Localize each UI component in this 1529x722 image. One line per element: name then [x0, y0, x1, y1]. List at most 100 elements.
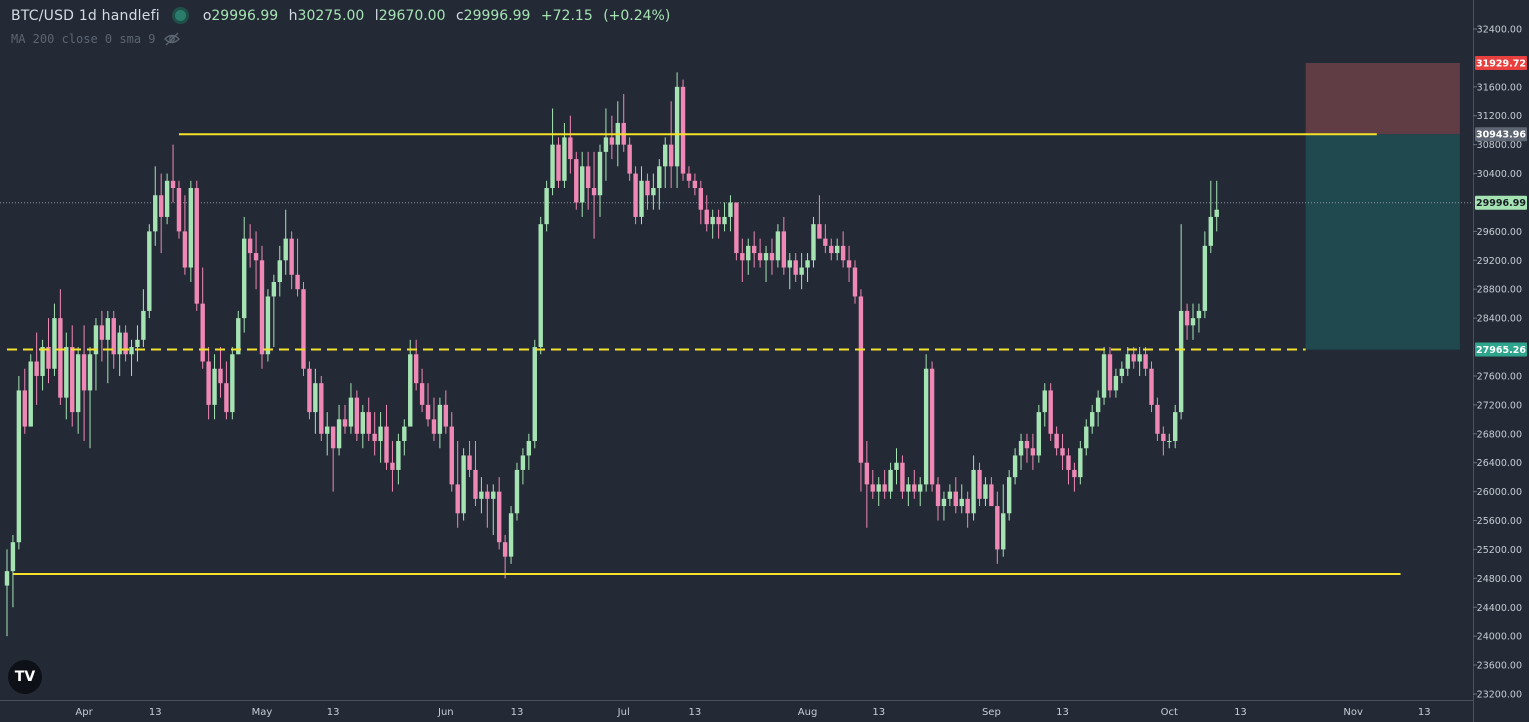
candle-body[interactable] — [1125, 354, 1130, 369]
candle-body[interactable] — [674, 86, 680, 167]
candle-body[interactable] — [1202, 245, 1208, 311]
candle-body[interactable] — [1048, 390, 1053, 434]
candle-body[interactable] — [1089, 412, 1095, 427]
candle-body[interactable] — [829, 245, 834, 254]
candle-body[interactable] — [929, 368, 935, 485]
candle-body[interactable] — [918, 484, 923, 492]
candle-body[interactable] — [817, 224, 822, 239]
candle-body[interactable] — [4, 571, 10, 586]
candle-body[interactable] — [58, 318, 63, 398]
candle-body[interactable] — [230, 354, 235, 413]
candle-body[interactable] — [574, 159, 579, 203]
candle-body[interactable] — [449, 426, 454, 485]
candle-body[interactable] — [1024, 441, 1030, 449]
candle-body[interactable] — [342, 419, 348, 427]
candle-body[interactable] — [763, 253, 769, 261]
candle-body[interactable] — [46, 347, 51, 369]
candle-body[interactable] — [479, 491, 484, 499]
profit-target-zone[interactable] — [1305, 134, 1460, 350]
candle-body[interactable] — [28, 361, 33, 427]
candle-body[interactable] — [259, 260, 265, 355]
candle-body[interactable] — [1173, 412, 1178, 442]
candle-body[interactable] — [1001, 513, 1006, 550]
tradingview-logo[interactable]: TV — [8, 660, 42, 694]
candle-body[interactable] — [1208, 216, 1213, 246]
candle-body[interactable] — [224, 383, 229, 413]
candle-body[interactable] — [1137, 354, 1142, 362]
candle-body[interactable] — [10, 542, 16, 572]
candle-body[interactable] — [1095, 397, 1101, 413]
candle-body[interactable] — [253, 253, 259, 261]
candle-body[interactable] — [663, 144, 668, 167]
candle-body[interactable] — [1214, 209, 1219, 217]
candle-body[interactable] — [568, 137, 573, 160]
candle-body[interactable] — [164, 180, 170, 217]
candle-body[interactable] — [271, 281, 277, 297]
candle-body[interactable] — [408, 354, 413, 427]
candle-body[interactable] — [882, 484, 887, 492]
candle-body[interactable] — [520, 455, 526, 470]
candle-body[interactable] — [1119, 368, 1125, 376]
candle-body[interactable] — [959, 498, 964, 507]
candle-body[interactable] — [633, 173, 638, 217]
candle-body[interactable] — [467, 455, 472, 470]
candle-body[interactable] — [793, 260, 798, 275]
candle-body[interactable] — [935, 484, 941, 507]
candle-body[interactable] — [591, 188, 597, 196]
stop-loss-zone[interactable] — [1305, 62, 1460, 135]
candle-body[interactable] — [1190, 318, 1196, 326]
candle-body[interactable] — [1030, 448, 1036, 456]
candle-body[interactable] — [212, 368, 217, 405]
candle-body[interactable] — [668, 144, 674, 167]
candle-body[interactable] — [1167, 441, 1172, 443]
candle-body[interactable] — [840, 245, 846, 261]
candle-body[interactable] — [295, 274, 300, 290]
candle-body[interactable] — [556, 144, 561, 181]
candle-body[interactable] — [953, 491, 958, 507]
candle-body[interactable] — [265, 296, 271, 355]
candle-body[interactable] — [425, 404, 431, 420]
candle-body[interactable] — [40, 347, 45, 376]
candle-body[interactable] — [313, 383, 318, 413]
candle-body[interactable] — [378, 426, 383, 442]
candle-body[interactable] — [965, 498, 970, 514]
candle-body[interactable] — [704, 209, 709, 225]
symbol-label[interactable]: BTC/USD 1d handlefi — [11, 8, 160, 24]
candle-body[interactable] — [354, 397, 360, 434]
candle-body[interactable] — [799, 267, 804, 275]
candle-body[interactable] — [894, 462, 899, 470]
candle-body[interactable] — [728, 202, 733, 217]
candle-body[interactable] — [514, 469, 520, 514]
candle-body[interactable] — [835, 245, 840, 254]
candle-body[interactable] — [1012, 455, 1018, 478]
candle-body[interactable] — [301, 289, 306, 369]
candle-body[interactable] — [502, 542, 508, 557]
candle-body[interactable] — [111, 318, 116, 355]
candle-body[interactable] — [206, 361, 211, 405]
candle-body[interactable] — [330, 426, 336, 449]
candle-body[interactable] — [443, 404, 449, 427]
candle-body[interactable] — [710, 216, 715, 225]
candle-body[interactable] — [70, 347, 75, 413]
candle-body[interactable] — [366, 412, 371, 434]
candle-body[interactable] — [597, 151, 603, 196]
candle-body[interactable] — [947, 491, 953, 499]
candle-body[interactable] — [888, 469, 893, 492]
candle-body[interactable] — [289, 238, 294, 275]
candle-body[interactable] — [129, 347, 134, 355]
candle-body[interactable] — [989, 484, 994, 507]
candle-body[interactable] — [562, 137, 567, 181]
candle-body[interactable] — [75, 354, 81, 413]
candle-body[interactable] — [781, 231, 787, 268]
candle-body[interactable] — [852, 267, 858, 297]
candle-body[interactable] — [900, 462, 905, 492]
candle-body[interactable] — [390, 462, 395, 470]
candle-body[interactable] — [402, 426, 407, 442]
candle-body[interactable] — [93, 325, 99, 355]
candle-body[interactable] — [419, 383, 425, 405]
candle-body[interactable] — [22, 390, 27, 427]
candle-body[interactable] — [307, 368, 312, 413]
candle-body[interactable] — [686, 173, 692, 181]
candle-body[interactable] — [473, 469, 478, 499]
